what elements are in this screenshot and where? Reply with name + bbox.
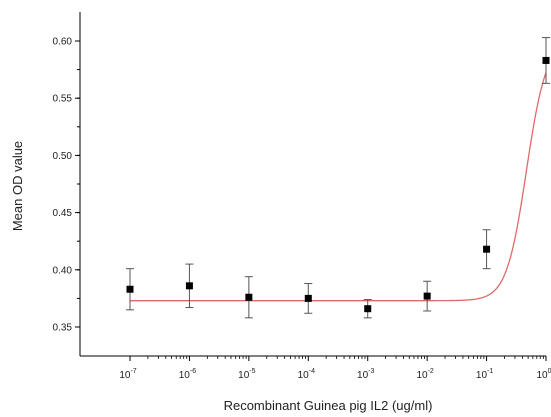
- data-point: [363, 299, 372, 319]
- data-point: [185, 263, 194, 309]
- data-marker: [245, 293, 253, 301]
- data-point: [542, 37, 551, 84]
- data-marker: [423, 292, 431, 300]
- data-point: [126, 268, 134, 311]
- x-tick-label: 100: [536, 368, 551, 381]
- data-marker: [542, 56, 550, 64]
- x-tick-label: 10-5: [238, 368, 255, 381]
- fit-curve-group: [130, 72, 547, 302]
- data-marker: [185, 282, 193, 290]
- data-point: [423, 280, 432, 312]
- fit-curve: [130, 72, 547, 302]
- data-marker: [364, 305, 372, 313]
- y-tick-label: 0.45: [53, 208, 73, 219]
- data-marker: [304, 294, 312, 302]
- data-marker: [126, 285, 134, 293]
- y-axis-ticks: 0.35 0.40 0.45 0.50 0.55 0.60: [53, 37, 80, 334]
- x-tick-label: 10-1: [476, 368, 493, 381]
- axes: [79, 12, 546, 357]
- y-tick-label: 0.55: [53, 94, 73, 105]
- y-tick-label: 0.60: [53, 37, 73, 48]
- data-marker: [483, 245, 491, 253]
- data-point: [482, 229, 491, 270]
- x-tick-label: 10-2: [416, 368, 433, 381]
- x-tick-label: 10-7: [119, 368, 136, 381]
- x-tick-label: 10-4: [298, 368, 315, 381]
- data-points: [126, 37, 551, 319]
- x-axis-ticks: 10-7 10-6 10-5 10-4 10-3 10-2 10-1 100: [119, 356, 551, 381]
- y-tick-label: 0.35: [53, 323, 73, 334]
- x-tick-label: 10-3: [357, 368, 374, 381]
- y-axis-label: Mean OD value: [10, 141, 25, 231]
- data-point: [244, 276, 253, 319]
- x-axis-label: Recombinant Guinea pig IL2 (ug/ml): [224, 398, 433, 413]
- y-tick-label: 0.50: [53, 151, 73, 162]
- x-tick-label: 10-6: [179, 368, 196, 381]
- data-point: [304, 283, 313, 314]
- y-tick-label: 0.40: [53, 265, 73, 276]
